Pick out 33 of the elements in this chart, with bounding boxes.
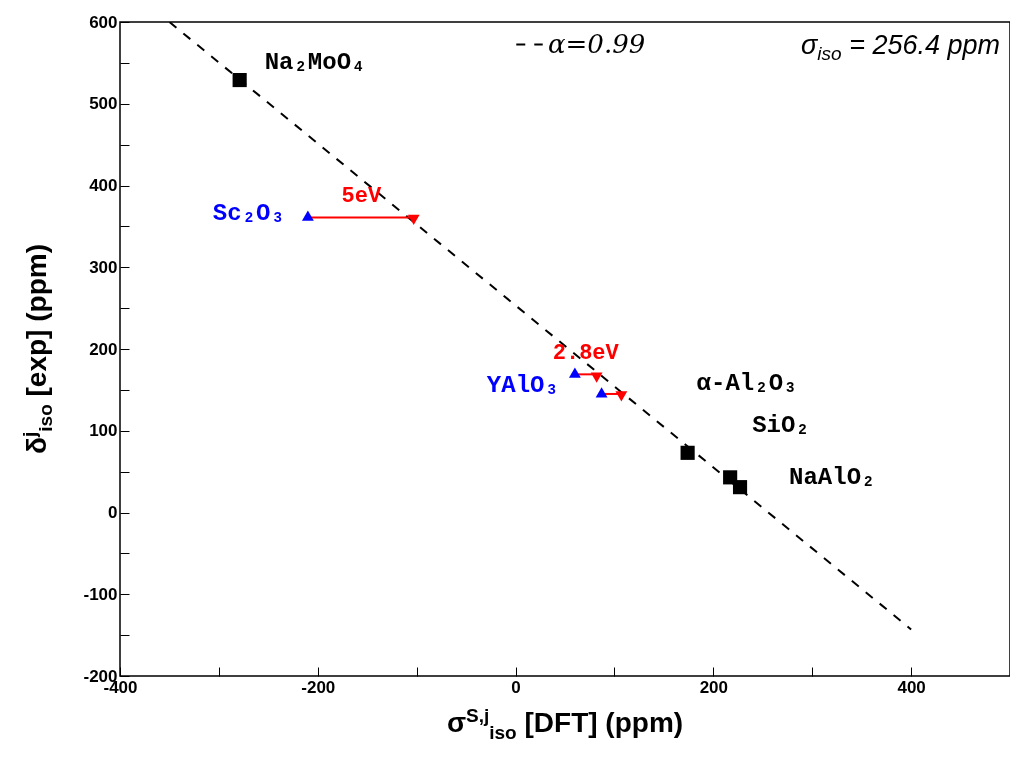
y-tick-label: -100: [83, 584, 118, 604]
point: [590, 372, 603, 383]
x-tick-label: 200: [699, 677, 729, 697]
y-tick-label: 200: [89, 339, 118, 359]
point: [723, 470, 738, 485]
annotation: σ$_{iso}$ = 256.4 ppm: [801, 30, 1000, 66]
annotation: 5eV: [341, 184, 382, 210]
x-tick-label: 0: [511, 677, 521, 697]
data-label: Sc₂O₃: [212, 199, 285, 227]
point: [615, 391, 628, 402]
point: [301, 210, 314, 221]
data-label: YAlO₃: [486, 371, 559, 399]
point: [568, 367, 581, 378]
annotation: 2.8eV: [552, 341, 620, 367]
y-tick-label: 400: [89, 176, 118, 195]
point: [407, 214, 420, 225]
data-label: SiO₂: [752, 412, 810, 440]
data-label: α-Al₂O₃: [696, 369, 798, 397]
x-tick-label: -200: [301, 677, 336, 697]
y-tick-label: 500: [89, 94, 118, 114]
data-label: NaAlO₂: [789, 464, 876, 492]
x-tick-label: 400: [897, 677, 926, 697]
y-tick-label: 0: [108, 503, 118, 522]
point: [680, 445, 695, 460]
x-axis-title: σ$^{S,j}$$_{iso}$ [DFT] (ppm): [446, 705, 684, 744]
y-tick-label: 600: [89, 12, 118, 32]
legend-label: α=0.99: [548, 28, 646, 59]
data-label: Na₂MoO₄: [264, 49, 366, 77]
y-tick-label: 300: [89, 257, 118, 277]
y-tick-label: 100: [89, 421, 118, 441]
point: [232, 72, 247, 88]
point: [732, 480, 748, 495]
point: [595, 387, 608, 398]
